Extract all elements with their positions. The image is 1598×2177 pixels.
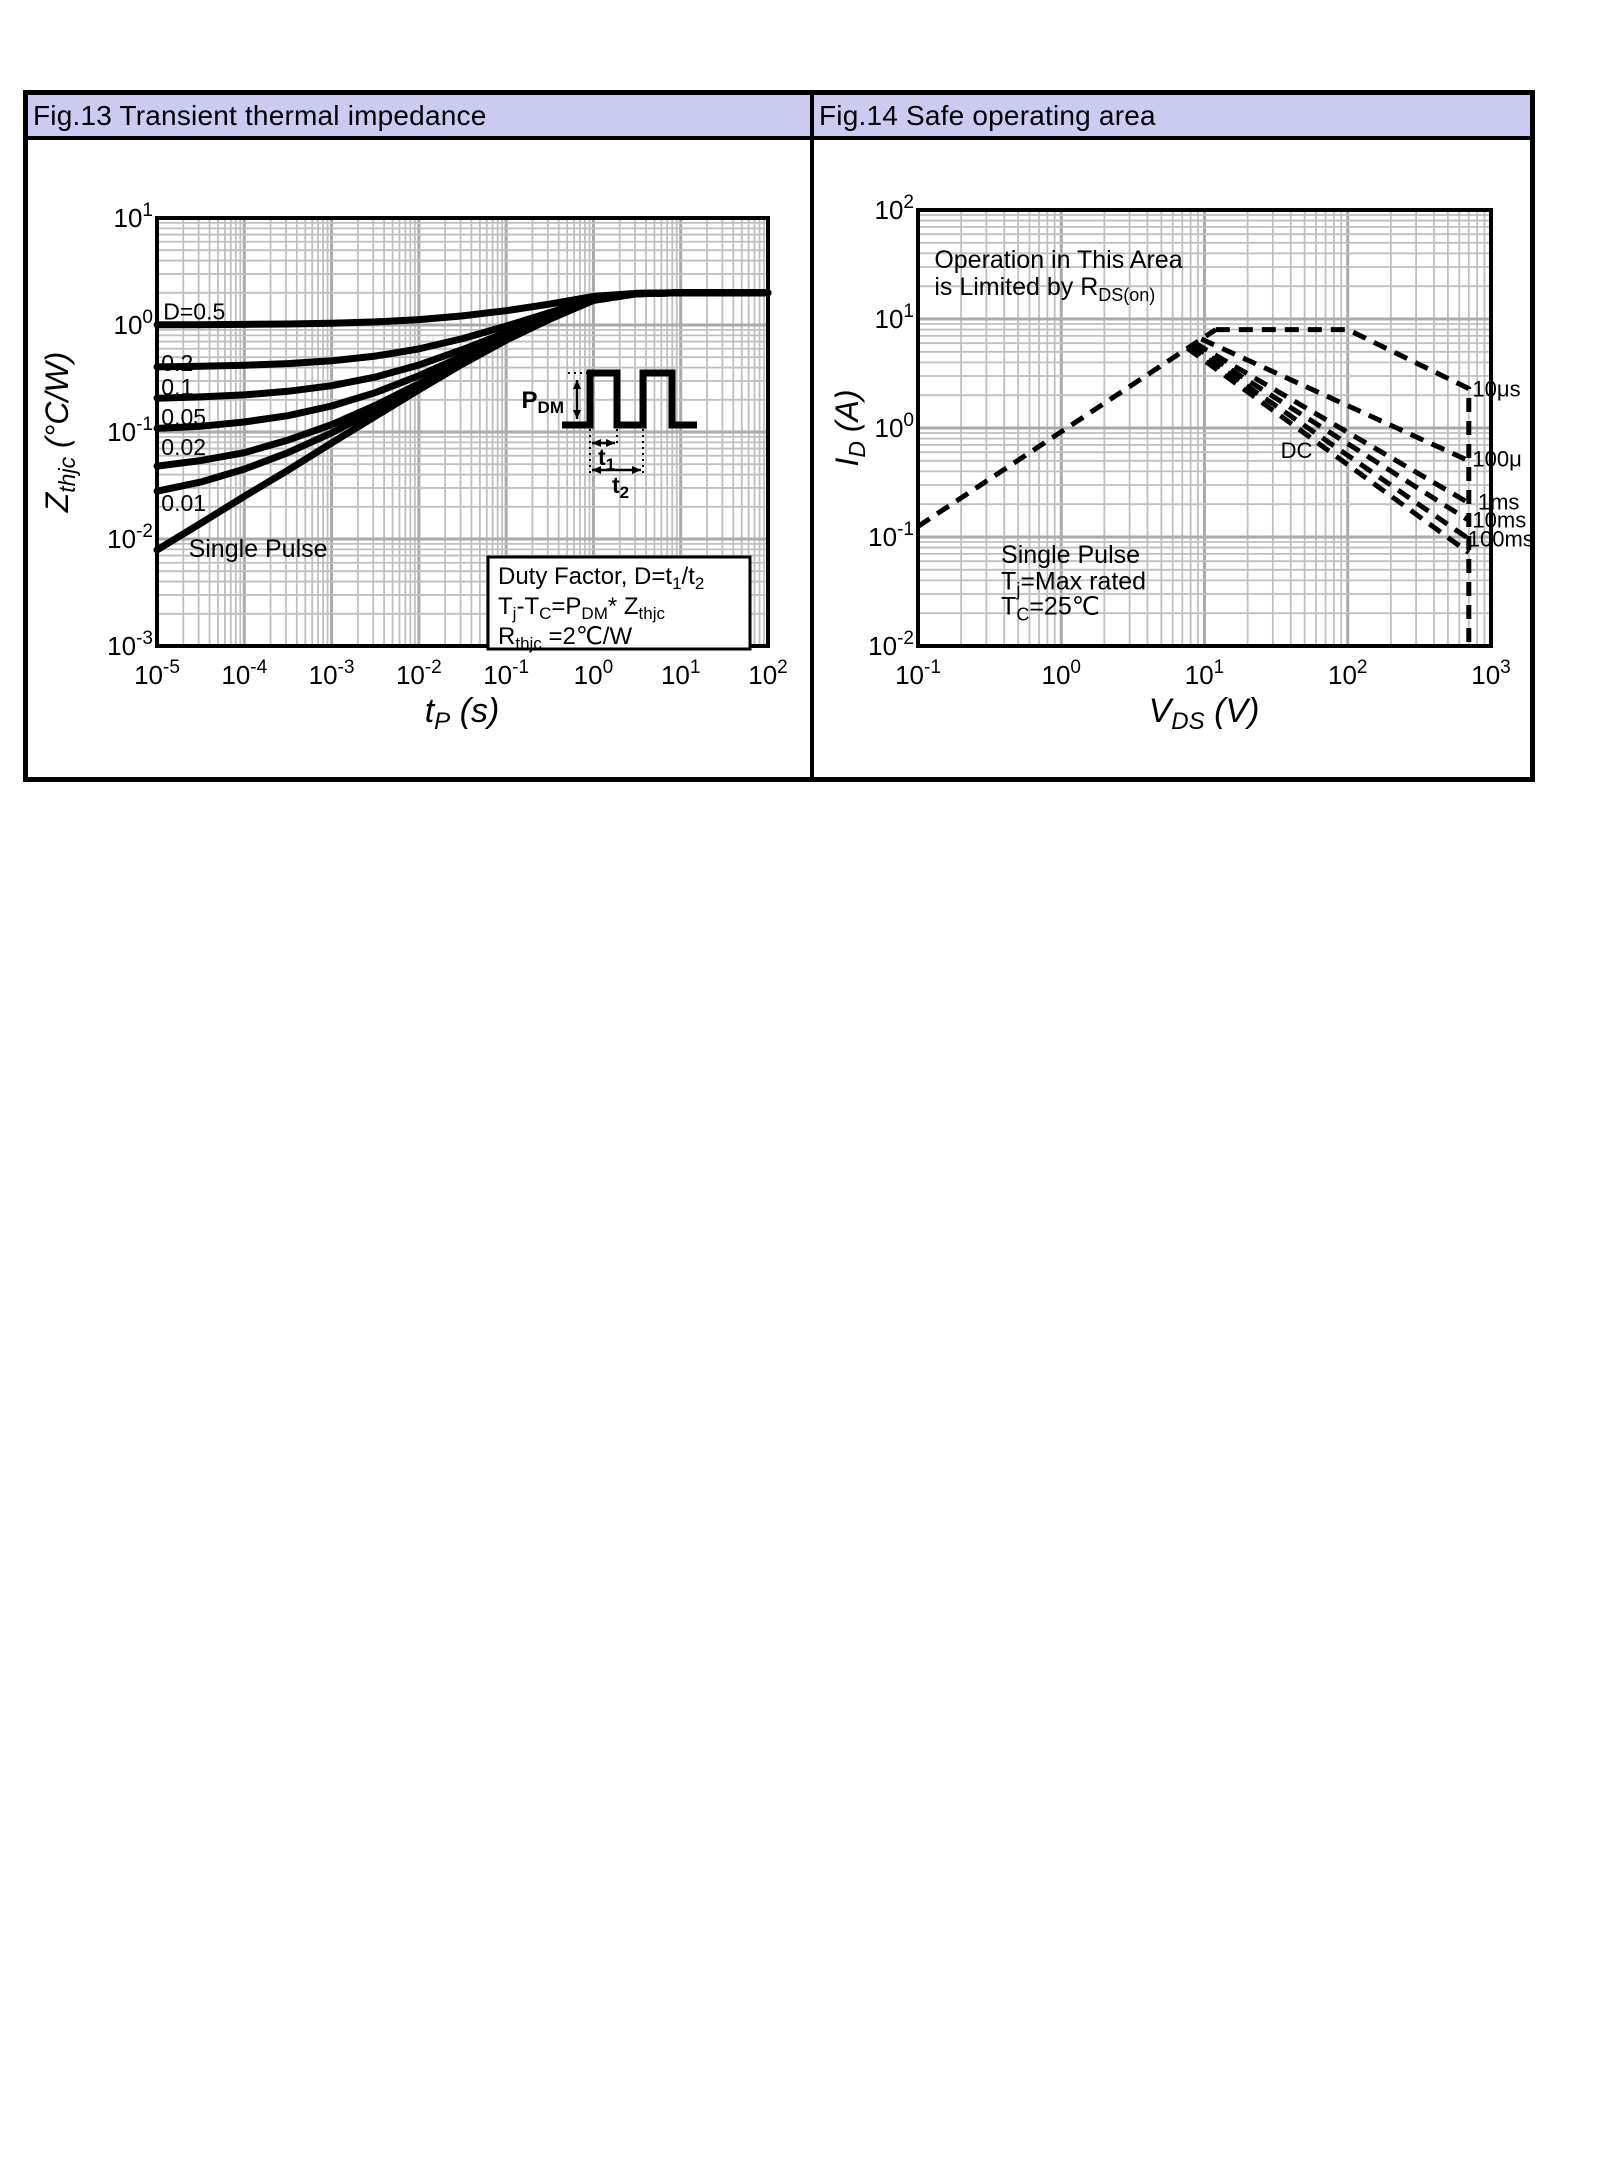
svg-text:10μs: 10μs: [1472, 376, 1520, 401]
svg-text:Tj=Max rated: Tj=Max rated: [1001, 567, 1146, 599]
svg-text:Tj-TC=PDM* Zthjc: Tj-TC=PDM* Zthjc: [498, 593, 666, 623]
svg-text:10-2: 10-2: [396, 657, 442, 690]
fig13-title: Fig.13 Transient thermal impedance: [33, 99, 487, 131]
fig13-header: Fig.13 Transient thermal impedance: [28, 95, 810, 140]
svg-text:0.2: 0.2: [161, 350, 193, 376]
svg-text:100: 100: [114, 307, 154, 340]
svg-text:10-3: 10-3: [309, 657, 355, 690]
fig13-chart: 10-5 10-4 10-3 10-2 10-1 100 101 102 101 100 10-1 1…: [39, 200, 788, 735]
fig13-body: 10-5 10-4 10-3 10-2 10-1 100 101 102 101 100 10-1 1…: [28, 140, 810, 777]
svg-text:10-3: 10-3: [107, 628, 153, 661]
svg-text:101: 101: [875, 301, 915, 334]
svg-text:0.01: 0.01: [161, 490, 206, 516]
svg-text:100: 100: [1042, 657, 1082, 690]
svg-text:0.05: 0.05: [161, 404, 206, 430]
panel-fig14: Fig.14 Safe operating area 10-1 100 101 102…: [814, 95, 1534, 777]
svg-text:100: 100: [875, 410, 915, 443]
svg-text:Rthjc =2℃/W: Rthjc =2℃/W: [498, 623, 632, 653]
svg-text:t1: t1: [598, 444, 615, 474]
svg-text:Single Pulse: Single Pulse: [189, 535, 328, 563]
svg-text:101: 101: [114, 200, 154, 233]
svg-text:TC=25℃: TC=25℃: [1001, 592, 1100, 624]
svg-text:10-5: 10-5: [134, 657, 180, 690]
svg-text:10-1: 10-1: [107, 414, 153, 447]
svg-text:100: 100: [574, 657, 614, 690]
svg-text:is Limited by RDS(on): is Limited by RDS(on): [934, 273, 1155, 305]
figure-box: Fig.13 Transient thermal impedance 10-5 1…: [23, 90, 1535, 782]
svg-text:10-1: 10-1: [895, 657, 941, 690]
panel-fig13: Fig.13 Transient thermal impedance 10-5 1…: [28, 95, 814, 777]
svg-text:10-4: 10-4: [221, 657, 267, 690]
svg-text:ID (A): ID (A): [829, 389, 870, 466]
svg-text:100μ: 100μ: [1472, 446, 1521, 471]
svg-text:103: 103: [1471, 657, 1511, 690]
svg-text:tP (s): tP (s): [425, 692, 500, 735]
svg-text:102: 102: [748, 657, 788, 690]
svg-text:10-2: 10-2: [107, 521, 153, 554]
svg-text:10ms: 10ms: [1472, 508, 1526, 533]
svg-text:10-2: 10-2: [868, 628, 914, 661]
svg-text:102: 102: [875, 192, 915, 225]
svg-text:t2: t2: [612, 472, 629, 502]
svg-text:VDS (V): VDS (V): [1149, 692, 1260, 735]
fig14-title: Fig.14 Safe operating area: [819, 99, 1156, 131]
svg-text:D=0.5: D=0.5: [163, 299, 225, 325]
svg-text:DC: DC: [1281, 438, 1313, 463]
fig14-header: Fig.14 Safe operating area: [814, 95, 1530, 140]
svg-text:100ms: 100ms: [1468, 526, 1534, 551]
svg-text:101: 101: [661, 657, 701, 690]
svg-text:Operation in This Area: Operation in This Area: [934, 246, 1182, 274]
svg-text:1ms: 1ms: [1478, 490, 1520, 515]
svg-text:Zthjc (°C/W): Zthjc (°C/W): [39, 352, 80, 514]
svg-text:101: 101: [1185, 657, 1225, 690]
svg-text:0.02: 0.02: [161, 434, 206, 460]
svg-text:10-1: 10-1: [868, 519, 914, 552]
svg-text:0.1: 0.1: [161, 374, 193, 400]
fig14-body: 10-1 100 101 102 103 102 101 100 10-1 10-2 VDS (V)…: [814, 140, 1534, 777]
svg-text:PDM: PDM: [522, 387, 564, 417]
svg-text:Duty Factor, D=t1/t2: Duty Factor, D=t1/t2: [498, 563, 704, 593]
svg-text:10-1: 10-1: [483, 657, 529, 690]
svg-text:102: 102: [1328, 657, 1368, 690]
svg-text:Single Pulse: Single Pulse: [1001, 541, 1140, 569]
